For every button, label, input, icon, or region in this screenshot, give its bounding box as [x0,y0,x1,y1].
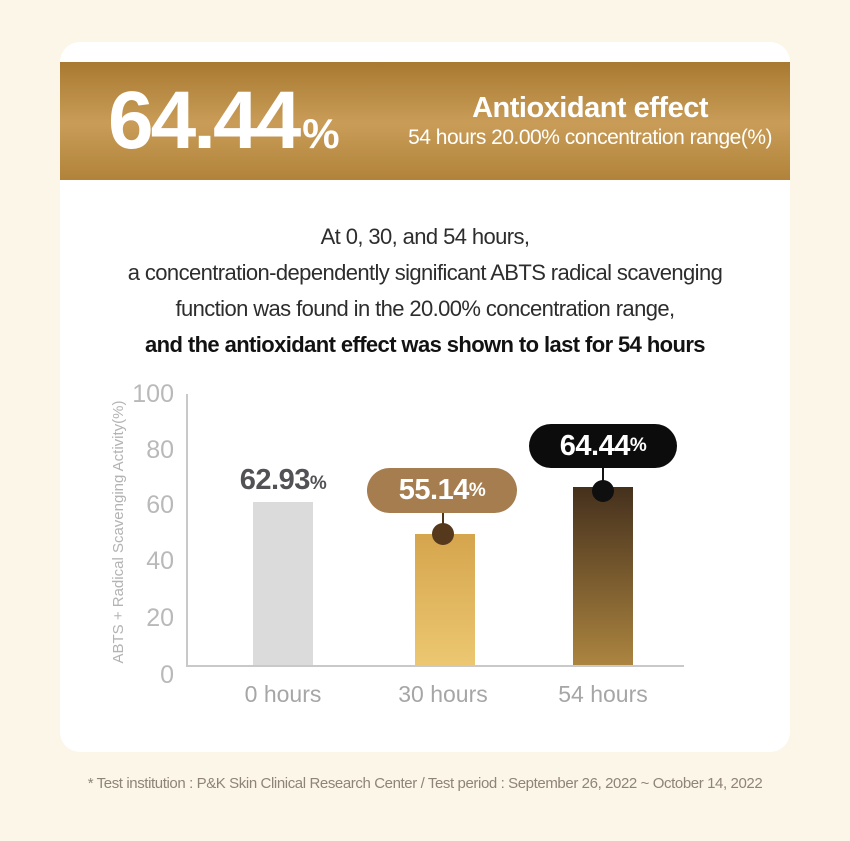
y-tick-label: 40 [146,547,174,575]
headline-number: 64.44 % [108,80,340,162]
x-axis-line [186,665,684,667]
bar-54-hours [573,487,633,665]
headline-value: 64.44 [108,75,301,166]
headline-unit: % [302,110,340,157]
y-tick-label: 80 [146,436,174,464]
value-number: 64.44 [559,429,631,462]
description-emphasis: and the antioxidant effect was shown to … [145,332,705,357]
value-callout-54-hours: 64.44% [529,424,677,468]
y-tick-label: 60 [146,491,174,519]
x-tick-label: 0 hours [244,681,322,707]
x-tick-label: 54 hours [558,681,648,707]
y-axis-line [186,394,188,667]
header-banner: 64.44 % Antioxidant effect 54 hours 20.0… [60,62,790,180]
value-percent-sign: % [309,473,327,494]
content-card: 64.44 % Antioxidant effect 54 hours 20.0… [60,42,790,752]
callout-dot [432,523,454,545]
y-axis-title: ABTS + Radical Scavenging Activity(%) [110,400,127,664]
description-line: function was found in the 20.00% concent… [175,296,675,321]
value-number: 55.14 [398,474,470,506]
value-number: 62.93 [239,464,311,496]
x-tick-label: 30 hours [398,681,488,707]
footnote: * Test institution : P&K Skin Clinical R… [87,775,763,792]
banner-title: Antioxidant effect [472,91,708,124]
callout-dot [592,480,614,502]
value-percent-sign: % [468,479,486,501]
value-percent-sign: % [629,435,647,456]
description-line: a concentration-dependently significant … [127,260,723,285]
banner-subtitle: 54 hours 20.00% concentration range(%) [408,125,772,149]
value-callout-30-hours: 55.14% [367,468,517,513]
banner-right-block: Antioxidant effect 54 hours 20.00% conce… [408,92,772,151]
callout-connector [602,468,604,491]
bar-30-hours [415,534,475,665]
description-block: At 0, 30, and 54 hours, a concentration-… [60,219,790,363]
y-tick-label: 100 [132,380,174,408]
y-tick-label: 20 [146,604,174,632]
value-label-0-hours: 62.93% [203,464,363,497]
description-line: At 0, 30, and 54 hours, [320,224,530,249]
bar-0-hours [253,502,313,665]
y-tick-label: 0 [160,661,174,689]
